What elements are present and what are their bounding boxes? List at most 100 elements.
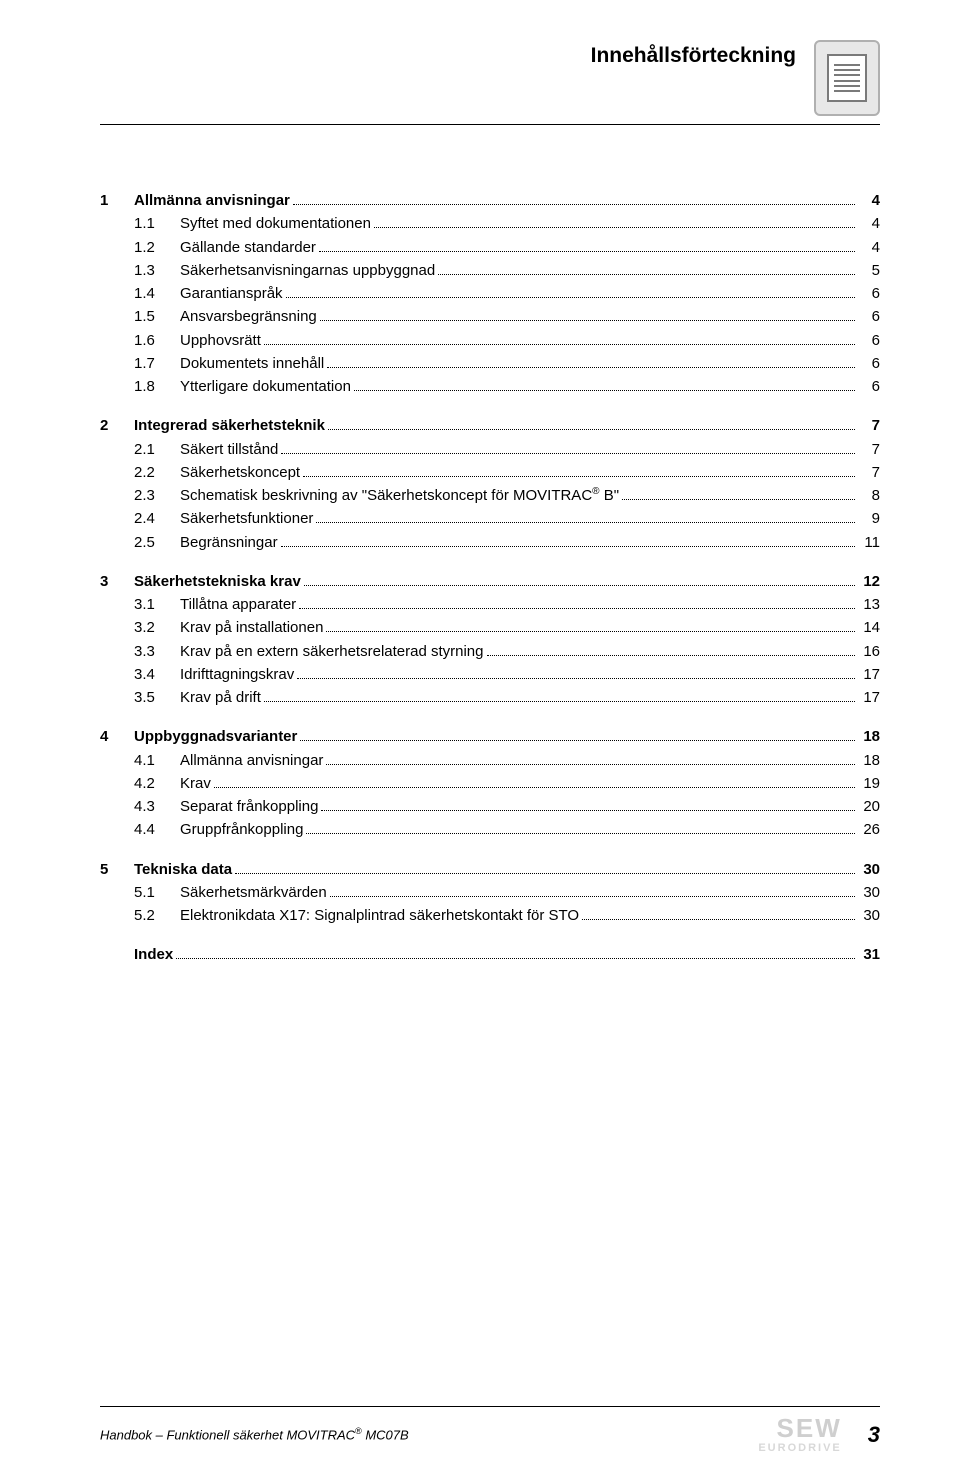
brand-logo: SEW EURODRIVE xyxy=(758,1415,841,1454)
toc-subitem: 2.2Säkerhetskoncept 7 xyxy=(100,461,880,484)
toc-leader-dots xyxy=(582,907,855,921)
footer-row: Handbok – Funktionell säkerhet MOVITRAC®… xyxy=(100,1415,880,1454)
toc-subitem: 1.8Ytterligare dokumentation6 xyxy=(100,375,880,398)
toc-entry-number: 2.3 xyxy=(134,484,180,507)
toc-entry-number: 4.4 xyxy=(134,818,180,841)
toc-subitem: 1.5Ansvarsbegränsning6 xyxy=(100,305,880,328)
toc-leader-dots xyxy=(293,192,855,206)
toc-entry-label: Separat frånkoppling xyxy=(180,795,318,818)
icon-line xyxy=(834,74,860,76)
toc-leader-dots xyxy=(214,774,855,788)
page-title: Innehållsförteckning xyxy=(591,40,796,68)
toc-subitem: 5.1Säkerhetsmärkvärden30 xyxy=(100,881,880,904)
toc-subitem: 3.1Tillåtna apparater13 xyxy=(100,593,880,616)
toc-entry-number: 1 xyxy=(100,189,134,212)
toc-leader-dots xyxy=(622,487,855,501)
table-of-contents: 1Allmänna anvisningar41.1Syftet med doku… xyxy=(100,189,880,983)
toc-block: 2Integrerad säkerhetsteknik72.1Säkert ti… xyxy=(100,414,880,554)
toc-entry-label: Säkerhetstekniska krav xyxy=(134,570,301,593)
toc-entry-number: 1.7 xyxy=(134,352,180,375)
toc-leader-dots xyxy=(300,728,855,742)
toc-block: Index31 xyxy=(100,943,880,966)
toc-entry-page: 18 xyxy=(858,749,880,772)
toc-entry-number: 3.5 xyxy=(134,686,180,709)
toc-entry-number: 1.8 xyxy=(134,375,180,398)
toc-entry-page: 9 xyxy=(858,507,880,530)
toc-entry-number: 2.1 xyxy=(134,438,180,461)
toc-entry-number: 5.1 xyxy=(134,881,180,904)
toc-entry-number: 4 xyxy=(100,725,134,748)
toc-entry-number: 2.2 xyxy=(134,461,180,484)
toc-leader-dots xyxy=(306,821,855,835)
toc-leader-dots xyxy=(299,596,855,610)
toc-leader-dots xyxy=(303,463,855,477)
toc-entry-number: 4.1 xyxy=(134,749,180,772)
toc-section-head: 5Tekniska data30 xyxy=(100,858,880,881)
toc-entry-label: Begränsningar xyxy=(180,531,278,554)
toc-entry-page: 18 xyxy=(858,725,880,748)
toc-entry-label: Garantianspråk xyxy=(180,282,283,305)
toc-entry-label: Allmänna anvisningar xyxy=(134,189,290,212)
toc-leader-dots xyxy=(319,238,855,252)
toc-entry-page: 7 xyxy=(858,438,880,461)
toc-subitem: 2.4Säkerhetsfunktioner 9 xyxy=(100,507,880,530)
toc-subitem: 4.4Gruppfrånkoppling26 xyxy=(100,818,880,841)
registered-symbol: ® xyxy=(355,1426,362,1436)
toc-subitem: 4.3Separat frånkoppling20 xyxy=(100,795,880,818)
toc-entry-label: Upphovsrätt xyxy=(180,329,261,352)
toc-entry-label: Säkerhetsanvisningarnas uppbyggnad xyxy=(180,259,435,282)
toc-subitem: 3.3Krav på en extern säkerhetsrelaterad … xyxy=(100,640,880,663)
toc-entry-number: 5 xyxy=(100,858,134,881)
toc-entry-label: Säkerhetsfunktioner xyxy=(180,507,313,530)
toc-entry-label: Krav på installationen xyxy=(180,616,323,639)
toc-entry-number: 1.3 xyxy=(134,259,180,282)
toc-subitem: 3.4Idrifttagningskrav17 xyxy=(100,663,880,686)
toc-leader-dots xyxy=(487,642,856,656)
toc-entry-label: Schematisk beskrivning av "Säkerhetskonc… xyxy=(180,484,619,507)
toc-entry-page: 4 xyxy=(858,236,880,259)
document-page: Innehållsförteckning 1Allmänna anvisning… xyxy=(0,0,960,1482)
toc-entry-label: Tekniska data xyxy=(134,858,232,881)
toc-entry-label: Gruppfrånkoppling xyxy=(180,818,303,841)
toc-leader-dots xyxy=(281,440,855,454)
toc-entry-number: 2 xyxy=(100,414,134,437)
logo-bottom: EURODRIVE xyxy=(758,1443,841,1454)
toc-subitem: 1.7Dokumentets innehåll6 xyxy=(100,352,880,375)
toc-block: 4Uppbyggnadsvarianter184.1Allmänna anvis… xyxy=(100,725,880,841)
toc-entry-page: 19 xyxy=(858,772,880,795)
toc-leader-dots xyxy=(320,308,855,322)
toc-entry-label: Säkerhetskoncept xyxy=(180,461,300,484)
toc-entry-number: 3.2 xyxy=(134,616,180,639)
toc-entry-page: 8 xyxy=(858,484,880,507)
toc-leader-dots xyxy=(297,665,855,679)
toc-icon-lines xyxy=(827,54,867,102)
toc-entry-label: Krav på drift xyxy=(180,686,261,709)
toc-icon xyxy=(814,40,880,116)
footer-right: SEW EURODRIVE 3 xyxy=(758,1415,880,1454)
toc-entry-page: 30 xyxy=(858,904,880,927)
toc-subitem: 4.2Krav 19 xyxy=(100,772,880,795)
toc-entry-label: Krav på en extern säkerhetsrelaterad sty… xyxy=(180,640,484,663)
toc-entry-number: 5.2 xyxy=(134,904,180,927)
toc-entry-label: Krav xyxy=(180,772,211,795)
toc-entry-page: 6 xyxy=(858,352,880,375)
toc-entry-page: 7 xyxy=(858,461,880,484)
toc-leader-dots xyxy=(316,510,855,524)
toc-entry-number: 4.2 xyxy=(134,772,180,795)
toc-entry-label: Elektronikdata X17: Signalplintrad säker… xyxy=(180,904,579,927)
registered-symbol: ® xyxy=(592,486,599,497)
footer-rule xyxy=(100,1406,880,1407)
toc-entry-number: 2.5 xyxy=(134,531,180,554)
toc-entry-number: 3 xyxy=(100,570,134,593)
toc-entry-number: 3.4 xyxy=(134,663,180,686)
toc-leader-dots xyxy=(438,261,855,275)
page-number: 3 xyxy=(868,1422,880,1448)
footer-text-post: MC07B xyxy=(362,1428,409,1443)
toc-section-head: 4Uppbyggnadsvarianter 18 xyxy=(100,725,880,748)
toc-subitem: 2.5Begränsningar 11 xyxy=(100,531,880,554)
toc-entry-page: 14 xyxy=(858,616,880,639)
toc-entry-page: 11 xyxy=(858,531,880,554)
toc-entry-number: 2.4 xyxy=(134,507,180,530)
footer-doc-title: Handbok – Funktionell säkerhet MOVITRAC®… xyxy=(100,1426,409,1442)
toc-entry-label: Uppbyggnadsvarianter xyxy=(134,725,297,748)
